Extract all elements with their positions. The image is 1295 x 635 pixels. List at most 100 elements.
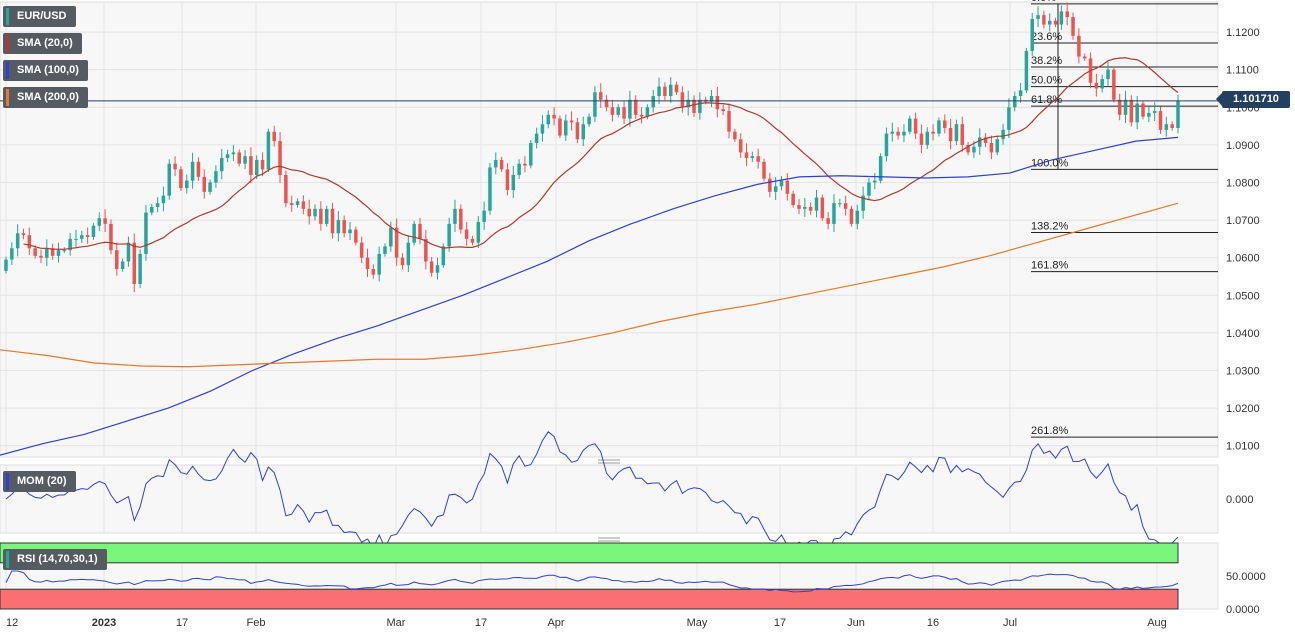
candle-body <box>482 210 486 222</box>
candle-body <box>616 107 620 115</box>
time-tick-label: 2023 <box>92 617 116 629</box>
candle-body <box>1152 111 1157 113</box>
candle-body <box>628 99 632 119</box>
candle-body <box>260 159 265 170</box>
fibonacci-levels: 0.0% 23.6% 38.2% 50.0% 61.8% 100.0% 138.2% 161.… <box>1031 0 1218 438</box>
fib-level-label: 38.2% <box>1031 55 1062 67</box>
candle-body <box>459 208 463 230</box>
candle-body <box>1141 103 1145 117</box>
candle-body <box>406 242 411 266</box>
candle-body <box>663 86 667 97</box>
candle-body <box>342 220 346 234</box>
mom-panel-bg <box>0 464 1219 534</box>
candle-body <box>622 107 626 119</box>
candle-body <box>1030 18 1034 51</box>
legend-sma100[interactable]: SMA (100,0) <box>3 60 88 81</box>
candle-body <box>1147 112 1151 117</box>
candle-body <box>231 152 236 155</box>
candle-body <box>692 99 696 113</box>
candle-body <box>254 159 259 175</box>
candle-body <box>1007 107 1011 130</box>
price-tick-label: 1.0400 <box>1226 328 1260 340</box>
candle-body <box>604 99 609 108</box>
price-panel <box>0 1 1219 458</box>
candle-body <box>120 261 125 269</box>
rsi-panel: 50.0000 0.0000 <box>0 542 1266 616</box>
candle-body <box>377 253 381 275</box>
candle-body <box>371 268 376 275</box>
legend-label: SMA (200,0) <box>17 91 79 103</box>
candle-body <box>219 158 224 172</box>
candle-body <box>598 92 603 100</box>
price-tick-label: 1.0900 <box>1226 140 1260 152</box>
legend-swatch <box>6 62 9 79</box>
candle-body <box>1094 82 1099 89</box>
candle-body <box>896 131 900 136</box>
candle-body <box>284 174 288 204</box>
candle-body <box>1024 50 1029 91</box>
candle-body <box>4 259 8 271</box>
fib-level-label: 100.0% <box>1031 157 1069 169</box>
candle-body <box>33 248 37 256</box>
price-tick-label: 1.0700 <box>1226 215 1260 227</box>
candle-body <box>779 180 784 187</box>
candle-body <box>97 218 102 226</box>
rsi-line <box>5 570 1179 593</box>
candle-body <box>529 143 533 166</box>
candle-body <box>861 195 865 211</box>
candle-body <box>791 193 795 206</box>
candle-body <box>750 156 755 159</box>
time-tick-label: 17 <box>475 617 487 629</box>
candle-body <box>185 180 189 189</box>
candle-body <box>237 152 241 164</box>
candle-body <box>552 114 556 119</box>
legend-eurusd[interactable]: EUR/USD <box>3 6 76 27</box>
candle-body <box>727 111 731 132</box>
time-tick-label: 12 <box>6 617 18 629</box>
candle-body <box>365 257 370 269</box>
candle-body <box>686 99 690 108</box>
candle-body <box>645 107 650 117</box>
candle-body <box>278 141 282 175</box>
legend-swatch <box>6 89 9 106</box>
candle-body <box>470 238 475 243</box>
candle-body <box>249 156 253 175</box>
candle-body <box>698 99 702 113</box>
candle-body <box>50 248 55 256</box>
candle-body <box>144 212 148 254</box>
candle-body <box>989 143 994 153</box>
candle-body <box>913 118 918 134</box>
candle-body <box>225 154 230 159</box>
candle-body <box>418 223 422 239</box>
candle-body <box>668 84 673 97</box>
candle-body <box>674 84 679 93</box>
candle-body <box>756 156 760 162</box>
candle-body <box>873 180 877 183</box>
time-tick-label: Mar <box>387 617 406 629</box>
fib-level-label: 61.8% <box>1031 94 1062 106</box>
candle-body <box>1164 124 1169 130</box>
candle-body <box>488 167 492 211</box>
legend-mom[interactable]: MOM (20) <box>3 471 76 492</box>
price-tick-label: 1.0600 <box>1226 253 1260 265</box>
candle-body <box>324 208 329 224</box>
candle-body <box>1077 35 1081 57</box>
candle-body <box>85 235 90 238</box>
rsi-tick-label: 50.0000 <box>1226 571 1266 583</box>
candle-body <box>657 86 661 97</box>
candle-body <box>867 182 871 196</box>
legend-sma200[interactable]: SMA (200,0) <box>3 87 88 108</box>
candle-body <box>10 248 14 260</box>
price-tick-label: 1.0300 <box>1226 366 1260 378</box>
candle-body <box>441 246 446 266</box>
candle-body <box>738 139 743 153</box>
sma100-line <box>0 136 1179 456</box>
candle-body <box>1036 15 1040 19</box>
time-tick-label: May <box>687 617 708 629</box>
legend-label: SMA (100,0) <box>17 64 79 76</box>
grid <box>0 1 1219 610</box>
legend-rsi[interactable]: RSI (14,70,30,1) <box>3 549 107 570</box>
legend-sma20[interactable]: SMA (20,0) <box>3 33 82 54</box>
candle-body <box>464 229 469 239</box>
